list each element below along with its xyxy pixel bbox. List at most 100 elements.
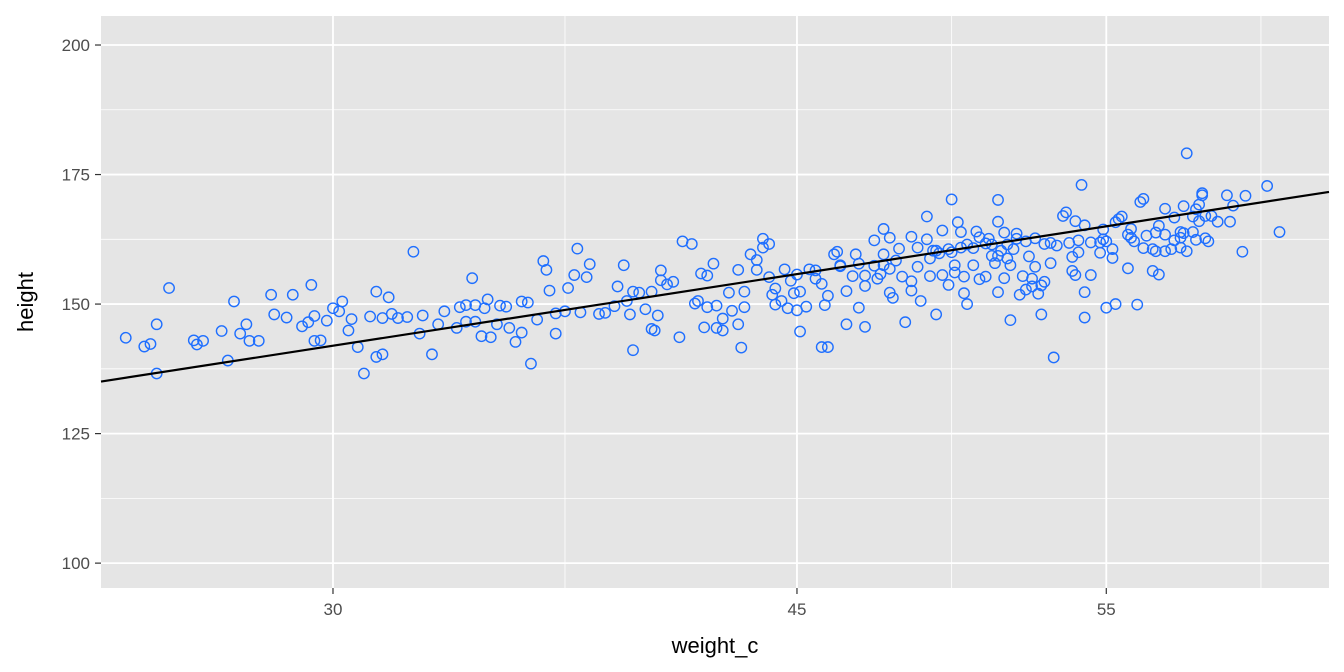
data-point bbox=[385, 308, 398, 320]
data-point bbox=[732, 263, 745, 276]
data-point bbox=[466, 272, 479, 285]
data-point bbox=[345, 313, 358, 325]
data-point bbox=[911, 260, 924, 273]
data-point bbox=[571, 242, 584, 255]
data-point bbox=[787, 287, 800, 300]
x-tick-label: 55 bbox=[1097, 600, 1116, 619]
data-point bbox=[973, 273, 986, 286]
data-point bbox=[342, 324, 355, 337]
data-point bbox=[688, 297, 701, 310]
data-point bbox=[1001, 252, 1014, 265]
data-point bbox=[750, 263, 763, 276]
data-point bbox=[961, 238, 973, 251]
data-point bbox=[1149, 245, 1162, 258]
data-point bbox=[1177, 227, 1190, 239]
y-axis: 100 125 150 175 200 bbox=[62, 36, 101, 573]
data-point bbox=[1137, 192, 1150, 205]
data-point bbox=[1084, 269, 1097, 281]
y-tick-label: 150 bbox=[62, 295, 90, 314]
data-point bbox=[568, 269, 581, 281]
data-point bbox=[617, 259, 630, 272]
data-point bbox=[648, 324, 661, 337]
data-point bbox=[1057, 210, 1069, 222]
data-points bbox=[119, 147, 1286, 380]
data-point bbox=[1084, 236, 1097, 249]
data-point bbox=[611, 280, 624, 293]
data-point bbox=[673, 331, 686, 344]
data-point bbox=[481, 293, 494, 306]
data-point bbox=[1019, 283, 1032, 296]
data-point bbox=[144, 338, 157, 350]
data-point bbox=[1146, 265, 1159, 277]
data-point bbox=[815, 341, 828, 353]
data-point bbox=[775, 295, 788, 307]
data-point bbox=[308, 310, 321, 322]
data-point bbox=[583, 258, 596, 271]
data-point bbox=[1115, 210, 1128, 223]
data-point bbox=[831, 245, 844, 258]
data-point bbox=[701, 269, 714, 282]
data-point bbox=[945, 193, 958, 206]
data-point bbox=[416, 309, 429, 322]
data-point bbox=[1159, 202, 1171, 215]
data-point bbox=[1026, 272, 1038, 285]
data-point bbox=[1221, 189, 1233, 202]
data-point bbox=[265, 288, 278, 301]
data-point bbox=[1078, 311, 1091, 324]
data-point bbox=[1069, 269, 1082, 281]
data-point bbox=[920, 210, 933, 223]
data-point bbox=[1196, 189, 1209, 202]
plot-panel bbox=[101, 16, 1329, 588]
data-point bbox=[460, 299, 472, 312]
x-axis: 30 45 55 bbox=[324, 588, 1116, 619]
data-point bbox=[911, 241, 924, 254]
data-point bbox=[716, 324, 729, 337]
data-point bbox=[1125, 231, 1137, 244]
data-point bbox=[1261, 180, 1274, 192]
data-point bbox=[769, 298, 782, 311]
data-point bbox=[370, 285, 383, 298]
data-point bbox=[1174, 241, 1187, 254]
data-point bbox=[914, 295, 927, 307]
data-point bbox=[500, 300, 513, 313]
data-point bbox=[973, 231, 986, 244]
data-point bbox=[930, 308, 943, 321]
data-point bbox=[955, 226, 967, 238]
data-point bbox=[667, 275, 680, 288]
data-point bbox=[1032, 287, 1045, 300]
data-point bbox=[382, 291, 395, 304]
data-point bbox=[119, 331, 132, 344]
data-point bbox=[364, 310, 377, 323]
data-point bbox=[695, 267, 707, 280]
data-point bbox=[163, 282, 175, 294]
data-point bbox=[302, 316, 315, 329]
data-point bbox=[228, 295, 240, 308]
data-point bbox=[1047, 351, 1060, 364]
data-point bbox=[540, 263, 553, 276]
data-point bbox=[1023, 250, 1035, 263]
data-point bbox=[491, 318, 503, 331]
data-point bbox=[1180, 147, 1193, 160]
data-point bbox=[852, 301, 865, 314]
data-point bbox=[1152, 219, 1165, 232]
data-point bbox=[769, 282, 782, 295]
data-point bbox=[794, 325, 806, 338]
data-point bbox=[877, 248, 890, 261]
regression-line bbox=[100, 190, 1330, 383]
data-point bbox=[995, 244, 1008, 257]
data-point bbox=[1075, 179, 1088, 191]
data-point bbox=[992, 215, 1004, 228]
data-point bbox=[661, 278, 673, 291]
data-point bbox=[1100, 235, 1113, 248]
data-point bbox=[608, 300, 621, 313]
data-point bbox=[992, 286, 1004, 299]
data-point bbox=[1224, 215, 1236, 228]
data-point bbox=[893, 242, 905, 255]
data-point bbox=[1106, 243, 1119, 256]
data-point bbox=[599, 306, 612, 319]
data-point bbox=[1044, 237, 1057, 249]
data-point bbox=[877, 223, 890, 235]
data-point bbox=[942, 279, 955, 291]
data-point bbox=[723, 286, 735, 299]
